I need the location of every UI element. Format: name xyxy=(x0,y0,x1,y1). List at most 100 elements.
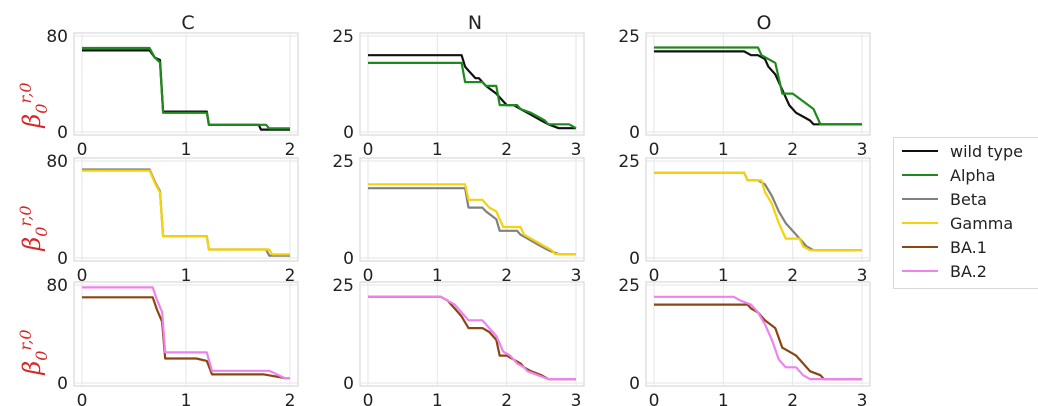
subplot: 0 1 2 3 0 25 xyxy=(618,152,871,286)
x-tick-label: 3 xyxy=(857,391,868,406)
series-line-ba-2 xyxy=(368,295,576,381)
x-tick-label: 1 xyxy=(432,266,443,286)
x-tick-label: 2 xyxy=(285,391,296,406)
x-tick-label: 1 xyxy=(718,391,729,406)
plot-area xyxy=(359,281,585,387)
y-tick-label: 0 xyxy=(343,374,354,394)
y-tick-label: 0 xyxy=(629,123,640,143)
x-tick-label: 2 xyxy=(501,391,512,406)
y-tick-label: 25 xyxy=(618,276,640,296)
x-tick-label: 0 xyxy=(77,391,88,406)
y-tick-label: 80 xyxy=(46,27,68,47)
x-tick-label: 0 xyxy=(649,140,660,160)
x-tick-label: 3 xyxy=(857,140,868,160)
x-tick-label: 2 xyxy=(787,391,798,406)
y-axis-labels: β0r,0 β0r,0 β0r,0 xyxy=(16,82,51,375)
x-tick-label: 2 xyxy=(501,140,512,160)
series-line-ba-1 xyxy=(82,296,290,380)
legend-label: BA.2 xyxy=(950,261,987,281)
y-tick-label: 0 xyxy=(343,123,354,143)
y-axis-label-row-1: β0r,0 xyxy=(16,82,51,128)
series-line-gamma xyxy=(654,171,862,252)
legend-item-gamma: Gamma xyxy=(902,211,1013,235)
subplot: 0 1 2 3 0 25 xyxy=(618,276,871,406)
series-line-ba-2 xyxy=(654,295,862,381)
y-tick-label: 25 xyxy=(618,27,640,47)
y-tick-label: 0 xyxy=(629,374,640,394)
legend-item-ba-1: BA.1 xyxy=(902,235,987,259)
x-tick-label: 1 xyxy=(181,391,192,406)
y-tick-label: 25 xyxy=(618,152,640,172)
column-title-c: C xyxy=(181,12,194,34)
y-tick-label: 80 xyxy=(46,152,68,172)
y-tick-label: 25 xyxy=(332,276,354,296)
legend-item-ba-2: BA.2 xyxy=(902,259,987,283)
x-tick-label: 2 xyxy=(285,140,296,160)
x-tick-label: 0 xyxy=(363,266,374,286)
subplot: 0 1 2 3 0 25 xyxy=(332,276,585,406)
legend: wild type Alpha Beta Gamma BA.1 BA.2 xyxy=(893,137,1038,289)
x-tick-label: 1 xyxy=(432,140,443,160)
legend-label: wild type xyxy=(950,141,1023,161)
x-tick-label: 3 xyxy=(571,140,582,160)
x-tick-label: 2 xyxy=(501,266,512,286)
series-line-alpha xyxy=(368,61,577,130)
legend-swatch xyxy=(902,270,938,272)
series-line-gamma xyxy=(82,169,290,256)
y-tick-label: 0 xyxy=(343,249,354,269)
legend-swatch xyxy=(902,198,938,200)
x-tick-label: 0 xyxy=(363,140,374,160)
x-tick-label: 3 xyxy=(571,391,582,406)
subplot: 0 1 2 3 0 25 xyxy=(618,27,871,160)
legend-label: Alpha xyxy=(950,165,996,185)
legend-label: BA.1 xyxy=(950,237,987,257)
x-tick-label: 3 xyxy=(857,266,868,286)
subplot: 0 1 2 0 80 xyxy=(46,276,299,406)
series-line-gamma xyxy=(368,183,576,256)
legend-swatch xyxy=(902,150,938,152)
series-line-ba-2 xyxy=(82,286,290,380)
plot-area xyxy=(645,157,871,262)
y-tick-label: 25 xyxy=(332,152,354,172)
y-tick-label: 0 xyxy=(57,249,68,269)
x-tick-label: 0 xyxy=(77,140,88,160)
legend-label: Beta xyxy=(950,189,987,209)
plot-area xyxy=(359,32,585,136)
series-line-alpha xyxy=(82,46,290,130)
x-tick-label: 3 xyxy=(571,266,582,286)
column-title-o: O xyxy=(757,12,772,34)
legend-item-beta: Beta xyxy=(902,187,987,211)
x-tick-label: 0 xyxy=(363,391,374,406)
column-titles: C N O xyxy=(181,12,771,34)
x-tick-label: 1 xyxy=(432,391,443,406)
subplot: 0 1 2 0 80 xyxy=(46,152,299,286)
plot-area xyxy=(645,281,871,387)
y-tick-label: 80 xyxy=(46,276,68,296)
series-line-ba-1 xyxy=(368,295,576,381)
x-tick-label: 1 xyxy=(181,266,192,286)
column-title-n: N xyxy=(468,12,482,34)
y-tick-label: 25 xyxy=(332,27,354,47)
legend-swatch xyxy=(902,246,938,248)
series-line-ba-1 xyxy=(654,303,862,381)
subplot: 0 1 2 0 80 xyxy=(46,27,299,160)
x-tick-label: 1 xyxy=(718,266,729,286)
y-axis-label-row-2: β0r,0 xyxy=(16,205,51,251)
y-axis-label-row-3: β0r,0 xyxy=(16,329,51,375)
x-tick-label: 1 xyxy=(718,140,729,160)
x-tick-label: 1 xyxy=(181,140,192,160)
subplot: 0 1 2 3 0 25 xyxy=(332,27,585,160)
series-line-beta xyxy=(368,187,576,256)
legend-item-wild-type: wild type xyxy=(902,139,1023,163)
x-tick-label: 2 xyxy=(787,266,798,286)
series-line-alpha xyxy=(654,46,862,126)
y-tick-label: 0 xyxy=(629,249,640,269)
legend-swatch xyxy=(902,222,938,224)
x-tick-label: 0 xyxy=(649,391,660,406)
legend-label: Gamma xyxy=(950,213,1014,233)
y-tick-label: 0 xyxy=(57,123,68,143)
legend-item-alpha: Alpha xyxy=(902,163,996,187)
legend-swatch xyxy=(902,174,938,176)
subplot: 0 1 2 3 0 25 xyxy=(332,152,585,286)
